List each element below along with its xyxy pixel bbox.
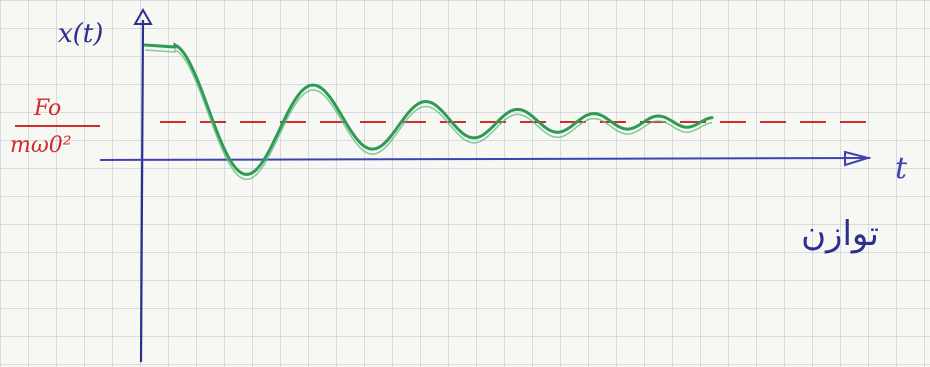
equilibrium-numerator: Fo — [33, 96, 61, 121]
notebook-page: x(t) t Fo mω0² توازن — [0, 0, 930, 367]
graph-paper — [0, 0, 930, 367]
note: توازن — [801, 214, 879, 254]
y-axis-label: x(t) — [58, 19, 103, 49]
equilibrium-denominator: mω0² — [10, 133, 72, 158]
x-axis-label: t — [895, 151, 908, 186]
